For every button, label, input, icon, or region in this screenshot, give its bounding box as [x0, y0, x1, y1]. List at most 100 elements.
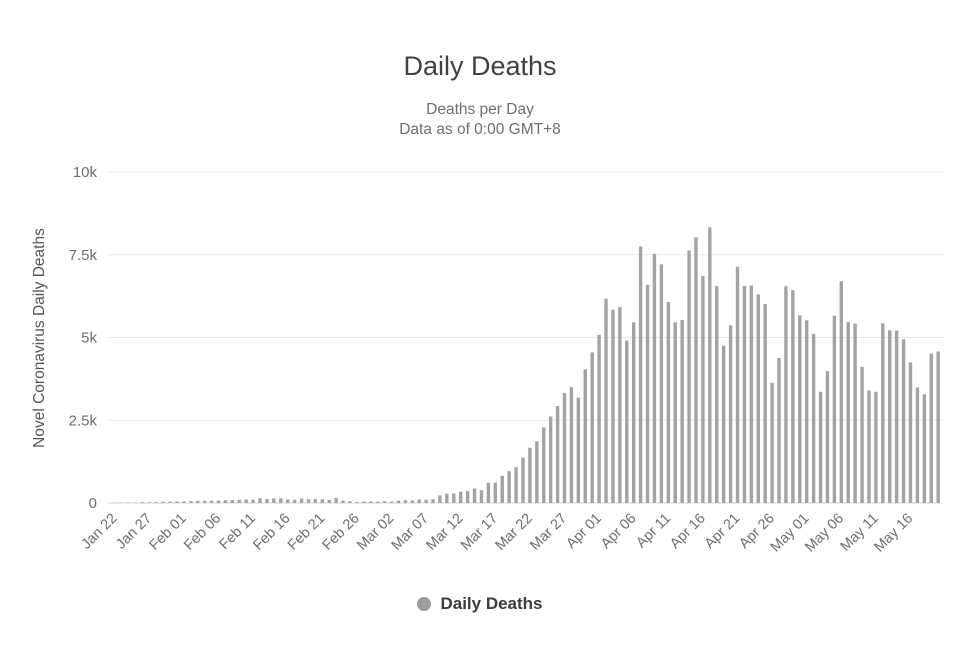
bar-apr-30[interactable]	[798, 315, 802, 503]
bar-mar-23[interactable]	[535, 441, 539, 503]
bar-may-16[interactable]	[908, 362, 913, 503]
bar-mar-31[interactable]	[590, 352, 594, 503]
legend-label[interactable]: Daily Deaths	[440, 594, 543, 613]
bar-mar-16[interactable]	[486, 482, 491, 503]
bar-apr-27[interactable]	[777, 358, 781, 503]
bar-feb-15[interactable]	[279, 498, 283, 503]
bar-mar-10[interactable]	[445, 493, 449, 503]
bar-apr-25[interactable]	[763, 304, 767, 503]
bar-mar-24[interactable]	[542, 427, 546, 503]
bar-may-01[interactable]	[805, 320, 809, 503]
bar-mar-14[interactable]	[472, 488, 477, 503]
bar-mar-07[interactable]	[424, 499, 428, 503]
bar-mar-25[interactable]	[548, 416, 553, 503]
bar-apr-14[interactable]	[687, 250, 691, 503]
bar-may-04[interactable]	[825, 371, 830, 503]
bar-jan-27[interactable]	[147, 502, 151, 503]
bar-apr-16[interactable]	[701, 275, 705, 503]
bar-mar-21[interactable]	[521, 457, 525, 503]
bar-may-13[interactable]	[888, 330, 892, 503]
bar-feb-22[interactable]	[327, 499, 331, 503]
bar-apr-17[interactable]	[708, 227, 712, 503]
bar-feb-12[interactable]	[258, 498, 262, 503]
bar-mar-03[interactable]	[396, 500, 401, 503]
bar-apr-04[interactable]	[618, 307, 622, 503]
bar-feb-01[interactable]	[182, 501, 186, 503]
bar-apr-10[interactable]	[659, 264, 664, 503]
bar-feb-11[interactable]	[251, 499, 255, 503]
bar-jan-26[interactable]	[140, 502, 145, 503]
bar-apr-11[interactable]	[666, 302, 670, 503]
bar-apr-23[interactable]	[749, 285, 754, 503]
bar-apr-26[interactable]	[770, 382, 774, 503]
bar-may-11[interactable]	[874, 391, 878, 503]
bar-may-09[interactable]	[860, 366, 864, 503]
bar-mar-11[interactable]	[452, 493, 456, 503]
bar-feb-19[interactable]	[306, 499, 311, 503]
bar-apr-29[interactable]	[791, 290, 795, 503]
bar-feb-10[interactable]	[244, 499, 248, 503]
bar-feb-16[interactable]	[286, 499, 290, 503]
bar-apr-20[interactable]	[728, 325, 733, 503]
bar-apr-08[interactable]	[645, 284, 650, 503]
bar-mar-08[interactable]	[431, 499, 435, 503]
bar-may-07[interactable]	[846, 321, 850, 503]
bar-mar-13[interactable]	[465, 491, 470, 503]
bar-apr-13[interactable]	[680, 319, 684, 503]
bar-feb-20[interactable]	[313, 499, 318, 503]
bar-mar-17[interactable]	[493, 482, 497, 503]
bar-feb-29[interactable]	[375, 501, 380, 503]
bar-jan-30[interactable]	[168, 501, 172, 503]
bar-feb-14[interactable]	[272, 498, 276, 503]
bar-mar-18[interactable]	[500, 475, 504, 503]
bar-apr-18[interactable]	[715, 286, 719, 503]
bar-may-08[interactable]	[853, 323, 857, 503]
bar-may-12[interactable]	[881, 323, 885, 503]
bar-mar-20[interactable]	[514, 467, 518, 503]
bar-mar-04[interactable]	[403, 500, 408, 503]
bar-feb-25[interactable]	[348, 501, 352, 503]
bar-may-15[interactable]	[901, 339, 906, 503]
bar-feb-28[interactable]	[369, 501, 373, 503]
bar-feb-26[interactable]	[355, 502, 359, 503]
bar-feb-21[interactable]	[320, 499, 324, 503]
bar-jan-31[interactable]	[175, 501, 179, 503]
bar-feb-06[interactable]	[216, 500, 221, 503]
bar-feb-09[interactable]	[237, 499, 241, 503]
bar-mar-12[interactable]	[459, 491, 463, 503]
bar-may-05[interactable]	[832, 315, 837, 503]
bar-feb-17[interactable]	[292, 499, 297, 503]
bar-mar-01[interactable]	[382, 501, 387, 503]
bar-apr-09[interactable]	[652, 253, 657, 503]
bar-may-18[interactable]	[922, 394, 927, 503]
bar-mar-29[interactable]	[576, 397, 581, 503]
bar-mar-09[interactable]	[438, 495, 442, 503]
bar-may-03[interactable]	[818, 391, 823, 503]
bar-feb-07[interactable]	[223, 500, 228, 503]
bar-feb-24[interactable]	[341, 500, 345, 503]
bar-feb-13[interactable]	[265, 498, 269, 503]
legend-item-daily-deaths[interactable]: Daily Deaths	[0, 594, 960, 614]
bar-mar-06[interactable]	[417, 499, 421, 503]
bar-jan-29[interactable]	[161, 501, 165, 503]
bar-feb-08[interactable]	[230, 500, 235, 503]
bar-feb-18[interactable]	[299, 498, 304, 504]
bar-feb-05[interactable]	[209, 500, 214, 503]
bar-feb-27[interactable]	[362, 501, 366, 503]
bar-apr-19[interactable]	[721, 345, 726, 503]
bar-mar-26[interactable]	[555, 405, 560, 503]
bar-feb-23[interactable]	[334, 498, 338, 503]
bar-mar-02[interactable]	[389, 501, 394, 503]
bar-may-14[interactable]	[894, 330, 899, 503]
bar-mar-19[interactable]	[507, 471, 511, 503]
bar-apr-07[interactable]	[638, 246, 643, 503]
bar-apr-12[interactable]	[673, 322, 677, 503]
bar-jan-25[interactable]	[133, 502, 138, 504]
bar-may-19[interactable]	[929, 353, 933, 503]
bar-apr-22[interactable]	[742, 285, 747, 503]
bar-apr-05[interactable]	[625, 340, 629, 503]
bar-apr-21[interactable]	[735, 266, 740, 503]
bar-may-20[interactable]	[936, 351, 940, 503]
bar-mar-05[interactable]	[410, 500, 414, 503]
bar-mar-27[interactable]	[562, 392, 567, 503]
